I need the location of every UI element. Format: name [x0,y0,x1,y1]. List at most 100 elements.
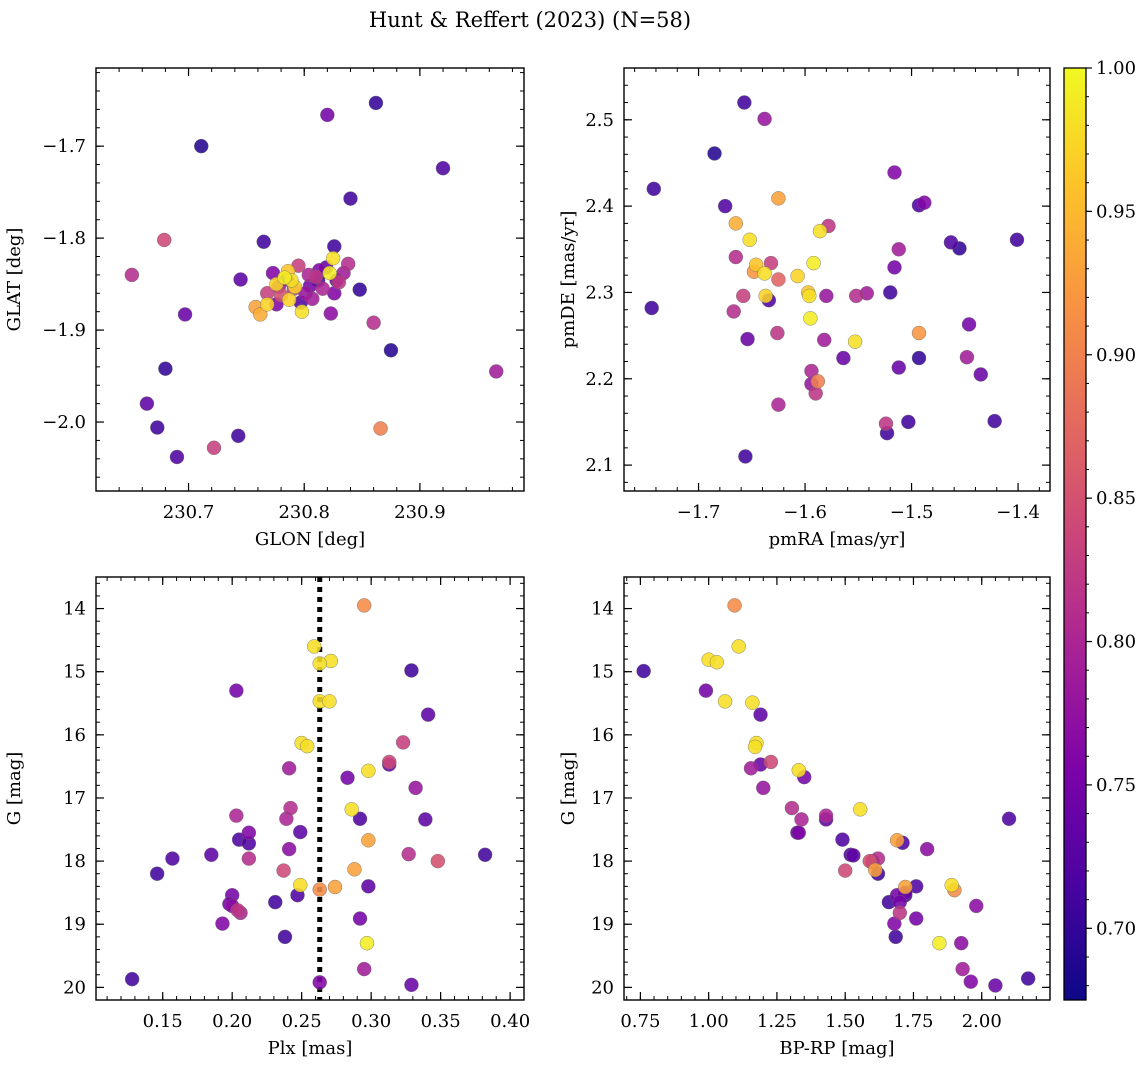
figure-title: Hunt & Reffert (2023) (N=58) [369,8,691,32]
x-tick-label: −1.7 [677,502,721,523]
scatter-point [731,639,746,654]
y-tick-label: 17 [591,788,614,809]
scatter-point [347,862,362,877]
scatter-point [268,894,283,910]
x-tick-label: −1.5 [890,502,934,523]
points [124,598,493,993]
scatter-point [418,812,433,827]
x-tick-label: 0.75 [620,1011,660,1032]
scatter-point [973,367,988,382]
scatter-point [727,598,742,613]
scatter-point [260,297,275,312]
x-tick-label: 0.40 [490,1011,530,1032]
x-tick-label: 1.25 [757,1011,797,1032]
points [636,598,1036,993]
scatter-point [932,935,947,951]
scatter-point [177,307,193,322]
scatter-point [771,272,786,287]
y-tick-label: 20 [591,977,614,998]
scatter-point [124,267,140,283]
scatter-point [883,285,898,300]
scatter-point [636,663,651,679]
scatter-point [281,761,297,776]
scatter-point [194,138,209,154]
scatter-point [898,879,913,895]
scatter-point [395,735,411,750]
scatter-point [343,191,358,206]
scatter-point [726,304,741,319]
scatter-point [169,449,185,465]
scatter-point [646,181,662,197]
scatter-point [888,929,903,945]
scatter-point [836,350,851,366]
scatter-point [892,905,908,921]
y-tick-label: 18 [591,851,614,872]
x-tick-label: 230.7 [163,502,215,523]
panel-pmra-pmde: −1.7 −1.6 −1.5 −1.4 2.1 2.2 2.3 2.4 2.5 pmRA [mas… [558,67,1051,550]
x-tick-label: 1.75 [893,1011,933,1032]
x-tick-label: 0.15 [143,1011,183,1032]
x-tick-label: 0.30 [351,1011,391,1032]
scatter-point [802,288,817,304]
y-tick-label: 14 [63,599,86,620]
scatter-point [889,833,905,848]
colorbar-tick-label: 0.80 [1096,632,1136,653]
scatter-point [791,762,806,778]
scatter-point [1009,232,1025,247]
scatter-point [756,780,771,796]
scatter-point [230,903,245,918]
scatter-point [747,739,763,755]
y-tick-label: −1.7 [42,136,86,157]
scatter-point [435,161,451,176]
scatter-point [241,851,257,866]
y-tick-label: 19 [63,914,86,935]
scatter-point [790,268,805,284]
scatter-point [738,449,753,464]
colorbar-tick-label: 0.85 [1096,488,1136,509]
scatter-point [818,808,834,823]
scatter-point [717,198,733,214]
scatter-point [806,255,821,271]
scatter-point [757,266,772,281]
scatter-point [340,256,356,272]
y-tick-label: 14 [591,599,614,620]
scatter-point [961,317,977,332]
scatter-point [344,802,359,817]
x-tick-label: 230.8 [278,502,330,523]
scatter-point [401,846,416,862]
y-tick-label: 18 [63,851,86,872]
scatter-point [728,249,744,265]
scatter-point [312,656,327,671]
scatter-point [322,694,337,709]
scatter-point [988,978,1003,993]
scatter-point [709,655,725,670]
scatter-point [256,234,271,249]
scatter-point [758,288,773,304]
x-tick-label: 0.20 [212,1011,252,1032]
scatter-point [283,800,298,816]
scatter-point [771,397,786,412]
scatter-point [356,961,372,977]
scatter-point [887,260,902,275]
scatter-point [742,232,757,247]
scatter-point [373,421,388,436]
x-tick-label: 0.35 [421,1011,461,1032]
scatter-point [868,862,883,878]
scatter-point [352,811,368,827]
y-axis-label: G [mag] [4,752,25,825]
scatter-point [215,916,230,931]
scatter-point [277,929,293,945]
scatter-point [911,325,927,341]
scatter-point [325,251,341,266]
y-tick-label: 2.1 [585,455,614,476]
y-tick-label: 16 [63,725,86,746]
scatter-point [943,235,959,250]
scatter-point [352,911,368,926]
axes-frame [95,576,525,1001]
y-tick-label: 2.3 [585,282,614,303]
scatter-point [253,307,268,322]
x-tick-label: 2.00 [962,1011,1002,1032]
scatter-point [757,111,772,127]
scatter-point [736,288,751,304]
